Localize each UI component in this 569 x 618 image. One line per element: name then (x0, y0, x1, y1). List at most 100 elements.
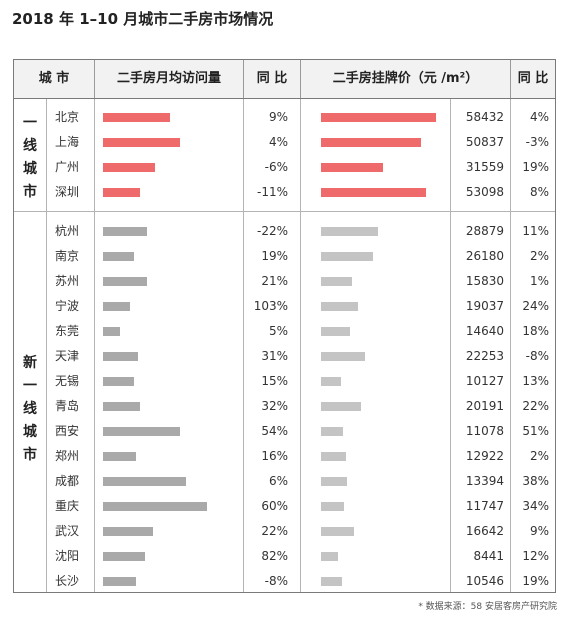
price-bar (321, 188, 426, 197)
visits-bar (103, 527, 153, 536)
group-label-1: 新一线城市新一线城市 (23, 355, 37, 463)
visits-yoy: 54% (261, 424, 288, 438)
price-value: 13394 (465, 474, 504, 488)
price-yoy: 2% (529, 449, 549, 463)
visits-yoy: -22% (256, 224, 288, 238)
city-name: 南京 (55, 249, 80, 263)
price-bar (321, 163, 383, 172)
price-yoy: 22% (522, 399, 549, 413)
city-name: 长沙 (55, 574, 80, 588)
city-name: 郑州 (55, 449, 80, 463)
visits-bar (103, 188, 140, 197)
table-row: 上海 4% 50837 -3% (14, 130, 555, 155)
visits-bar (103, 163, 155, 172)
price-bar (321, 138, 421, 147)
price-bar (321, 327, 350, 336)
visits-yoy: 32% (261, 399, 288, 413)
visits-yoy: 103% (253, 299, 288, 313)
price-value: 58432 (465, 110, 504, 124)
price-bar (321, 113, 436, 122)
price-value: 11747 (465, 499, 504, 513)
price-yoy: 11% (522, 224, 549, 238)
table-row: 苏州 21% 15830 1% (14, 269, 555, 294)
price-value: 14640 (465, 324, 504, 338)
price-yoy: 24% (522, 299, 549, 313)
city-name: 杭州 (55, 224, 80, 238)
group-label-0: 一线城市一线城市 (23, 115, 37, 200)
price-value: 8441 (473, 549, 504, 563)
city-name: 东莞 (55, 324, 80, 338)
visits-bar (103, 552, 145, 561)
price-yoy: -3% (525, 135, 549, 149)
header-visits-change: 同 比 (256, 71, 288, 86)
visits-bar (103, 377, 134, 386)
visits-yoy: 9% (268, 110, 288, 124)
price-bar (321, 402, 361, 411)
price-value: 50837 (465, 135, 504, 149)
visits-yoy: 21% (261, 274, 288, 288)
price-value: 22253 (465, 349, 504, 363)
price-value: 19037 (465, 299, 504, 313)
table-row: 西安 54% 11078 51% (14, 419, 555, 444)
price-value: 11078 (465, 424, 504, 438)
table-row: 青岛 32% 20191 22% (14, 394, 555, 419)
chart-title: 2018 年 1–10 月城市二手房市场情况 (12, 10, 274, 28)
city-name: 苏州 (55, 274, 80, 288)
city-name: 广州 (55, 160, 80, 174)
visits-bar (103, 402, 140, 411)
visits-bar (103, 452, 136, 461)
visits-yoy: 31% (261, 349, 288, 363)
price-value: 53098 (465, 185, 504, 199)
price-bar (321, 352, 365, 361)
header-visits: 二手房月均访问量 (116, 71, 221, 86)
visits-bar (103, 327, 120, 336)
table-header: 城 市 二手房月均访问量 同 比 二手房挂牌价（元 /m²） 同 比 (14, 60, 555, 98)
visits-bar (103, 427, 180, 436)
city-name: 上海 (55, 135, 80, 149)
price-yoy: 38% (522, 474, 549, 488)
city-name: 天津 (55, 349, 80, 363)
price-yoy: 19% (522, 160, 549, 174)
visits-bar (103, 352, 138, 361)
price-yoy: 2% (529, 249, 549, 263)
price-value: 20191 (465, 399, 504, 413)
header-price-change: 同 比 (517, 71, 549, 86)
price-yoy: 1% (529, 274, 549, 288)
price-yoy: 12% (522, 549, 549, 563)
visits-bar (103, 577, 136, 586)
visits-bar (103, 138, 180, 147)
visits-yoy: 19% (261, 249, 288, 263)
price-value: 10546 (465, 574, 504, 588)
table-row: 南京 19% 26180 2% (14, 244, 555, 269)
price-bar (321, 552, 338, 561)
city-name: 宁波 (55, 299, 80, 313)
table-row: 郑州 16% 12922 2% (14, 444, 555, 469)
visits-yoy: 4% (268, 135, 288, 149)
visits-bar (103, 302, 130, 311)
table-row: 宁波 103% 19037 24% (14, 294, 555, 319)
data-source-note: * 数据来源：58 安居客房产研究院 (418, 602, 557, 612)
price-value: 31559 (465, 160, 504, 174)
price-bar (321, 527, 354, 536)
price-yoy: -8% (525, 349, 549, 363)
price-bar (321, 427, 343, 436)
city-name: 成都 (55, 474, 80, 488)
visits-bar (103, 227, 147, 236)
price-bar (321, 502, 344, 511)
header-city: 城 市 (38, 71, 70, 86)
table-row: 深圳 -11% 53098 8% (14, 180, 555, 205)
price-value: 28879 (465, 224, 504, 238)
visits-bar (103, 252, 134, 261)
table-row: 杭州 -22% 28879 11% (14, 219, 555, 244)
price-yoy: 13% (522, 374, 549, 388)
table-row: 东莞 5% 14640 18% (14, 319, 555, 344)
price-yoy: 8% (529, 185, 549, 199)
price-bar (321, 277, 352, 286)
price-yoy: 34% (522, 499, 549, 513)
header-price: 二手房挂牌价（元 /m²） (332, 71, 479, 86)
visits-yoy: 60% (261, 499, 288, 513)
visits-yoy: -6% (264, 160, 288, 174)
city-name: 无锡 (55, 374, 80, 388)
price-value: 12922 (465, 449, 504, 463)
city-name: 武汉 (55, 524, 80, 538)
